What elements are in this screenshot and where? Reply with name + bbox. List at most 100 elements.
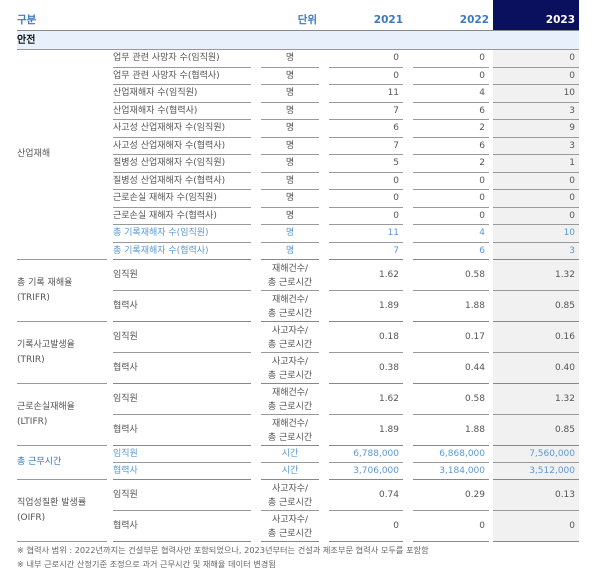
row-unit: 명 <box>261 190 320 208</box>
row-label: 업무 관련 사망자 수(협력사) <box>113 68 252 85</box>
value-2023: 7,560,000 <box>493 446 580 463</box>
row-unit: 재해건수/총 근로시간 <box>261 292 320 322</box>
value-2022: 0.58 <box>413 384 490 415</box>
value-2021: 1.89 <box>329 291 404 322</box>
row-unit: 명 <box>261 225 320 243</box>
row-label: 협력사 <box>113 511 252 542</box>
value-2022: 1.88 <box>413 415 490 446</box>
table-row: 산업재해 업무 관련 사망자 수(임직원) 명 0 0 0 <box>17 50 580 260</box>
value-2022: 0 <box>413 190 490 208</box>
value-2021: 7 <box>329 243 404 260</box>
value-2022: 0.29 <box>413 480 490 511</box>
value-2023: 9 <box>493 120 580 138</box>
value-2023: 3 <box>493 103 580 120</box>
value-2022: 1.88 <box>413 291 490 322</box>
row-label: 임직원 <box>113 322 252 353</box>
value-2021: 0 <box>329 208 404 225</box>
value-2023: 1.32 <box>493 384 580 415</box>
row-unit: 명 <box>261 208 320 225</box>
value-2022: 2 <box>413 155 490 173</box>
row-unit: 명 <box>261 243 320 260</box>
row-label: 총 기록재해자 수(임직원) <box>113 225 252 243</box>
value-2021: 11 <box>329 225 404 243</box>
value-2023: 0 <box>493 50 580 68</box>
table-row: 협력사 사고자수/총 근로시간 0 0 0 <box>17 511 580 542</box>
safety-data-table: 구분 단위 2021 2022 2023 안전 산업재해 업무 관련 사망자 수… <box>17 0 580 542</box>
value-2023: 10 <box>493 85 580 103</box>
header-category: 구분 <box>17 0 258 31</box>
header-year-2022: 2022 <box>407 0 494 31</box>
footnotes: ※ 협력사 범위 : 2022년까지는 건설부문 협력사만 포함되었으나, 20… <box>17 543 429 571</box>
row-unit: 명 <box>261 120 320 138</box>
value-2022: 2 <box>413 120 490 138</box>
table-row: 산업재해자 수(협력사) 명 7 6 3 <box>17 102 580 120</box>
table-row-total-employees: 총 기록재해자 수(임직원) 명 11 4 10 <box>17 225 580 243</box>
row-unit: 명 <box>261 138 320 155</box>
group-label-ltifr: 근로손실재해율 (LTIFR) <box>17 384 107 446</box>
row-label: 근로손실 재해자 수(임직원) <box>113 190 252 208</box>
row-label: 질병성 산업재해자 수(협력사) <box>113 173 252 190</box>
value-2022: 0.58 <box>413 260 490 291</box>
value-2021: 1.62 <box>329 260 404 291</box>
row-label: 질병성 산업재해자 수(임직원) <box>113 155 252 173</box>
value-2022: 6,868,000 <box>413 446 490 463</box>
value-2022: 0.17 <box>413 322 490 353</box>
row-unit: 시간 <box>261 463 320 480</box>
row-unit: 명 <box>261 68 320 85</box>
value-2021: 5 <box>329 155 404 173</box>
value-2022: 0 <box>413 511 490 542</box>
value-2022: 3,184,000 <box>413 463 490 480</box>
value-2023: 10 <box>493 225 580 243</box>
section-row-safety: 안전 <box>17 31 580 50</box>
value-2022: 6 <box>413 103 490 120</box>
row-unit: 명 <box>261 85 320 103</box>
group-label-trifr: 총 기록 재해율 (TRIFR) <box>17 260 107 322</box>
table-row: 근로손실재해율 (LTIFR) 임직원 재해건수/총 근로시간 1.62 0.58… <box>17 384 580 446</box>
value-2021: 0 <box>329 511 404 542</box>
row-label: 임직원 <box>113 446 252 463</box>
value-2023: 0.85 <box>493 291 580 322</box>
value-2022: 6 <box>413 138 490 155</box>
row-label: 협력사 <box>113 463 252 480</box>
header-unit: 단위 <box>257 0 324 31</box>
row-label: 총 기록재해자 수(협력사) <box>113 243 252 260</box>
section-title: 안전 <box>17 31 580 50</box>
value-2021: 6,788,000 <box>329 446 404 463</box>
row-unit: 명 <box>261 50 320 68</box>
value-2023: 0.85 <box>493 415 580 446</box>
value-2021: 7 <box>329 138 404 155</box>
safety-data-table-container: 구분 단위 2021 2022 2023 안전 산업재해 업무 관련 사망자 수… <box>17 0 580 542</box>
row-unit: 사고자수/총 근로시간 <box>261 323 320 353</box>
value-2023: 1.32 <box>493 260 580 291</box>
table-row: 업무 관련 사망자 수(협력사) 명 0 0 0 <box>17 67 580 85</box>
table-row: 협력사 사고자수/총 근로시간 0.38 0.44 0.40 <box>17 353 580 384</box>
value-2021: 6 <box>329 120 404 138</box>
value-2021: 0.18 <box>329 322 404 353</box>
value-2023: 1 <box>493 155 580 173</box>
value-2021: 0.74 <box>329 480 404 511</box>
table-row-work-hours-employees: 총 근무시간 임직원 시간 6,788,000 6,868,000 7,560,… <box>17 446 580 480</box>
value-2021: 3,706,000 <box>329 463 404 480</box>
value-2022: 0 <box>413 208 490 225</box>
row-unit: 명 <box>261 155 320 173</box>
header-year-2021: 2021 <box>323 0 408 31</box>
table-row: 협력사 재해건수/총 근로시간 1.89 1.88 0.85 <box>17 415 580 446</box>
row-unit: 명 <box>261 173 320 190</box>
row-label: 임직원 <box>113 384 252 415</box>
row-label: 사고성 산업재해자 수(임직원) <box>113 120 252 138</box>
value-2021: 0 <box>329 173 404 190</box>
value-2023: 0 <box>493 511 580 542</box>
row-unit: 재해건수/총 근로시간 <box>261 416 320 446</box>
value-2023: 0 <box>493 208 580 225</box>
value-2021: 0 <box>329 190 404 208</box>
row-unit: 사고자수/총 근로시간 <box>261 481 320 511</box>
value-2023: 0.16 <box>493 322 580 353</box>
value-2023: 0 <box>493 190 580 208</box>
row-label: 산업재해자 수(임직원) <box>113 85 252 103</box>
value-2023: 3 <box>493 243 580 260</box>
group-label-trir: 기록사고발생율 (TRIR) <box>17 322 107 384</box>
row-label: 산업재해자 수(협력사) <box>113 103 252 120</box>
footnote-work-hours-change: ※ 내부 근로시간 산정기준 조정으로 과거 근무시간 및 재해율 데이터 변경… <box>17 559 276 569</box>
table-row-work-hours-partners: 협력사 시간 3,706,000 3,184,000 3,512,000 <box>17 463 580 480</box>
value-2023: 3,512,000 <box>493 463 580 480</box>
